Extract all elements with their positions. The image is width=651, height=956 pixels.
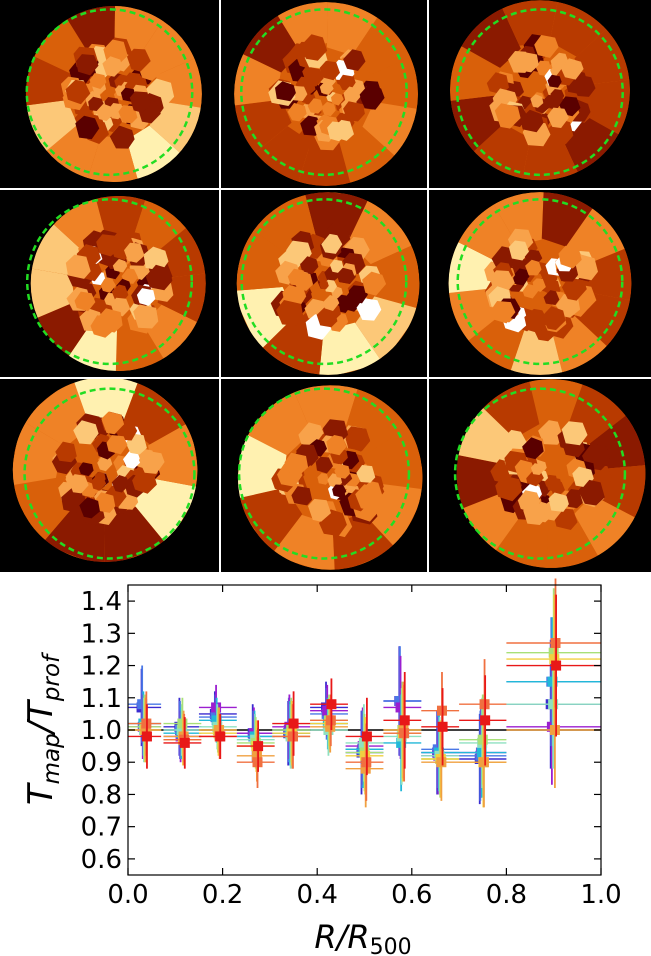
data-point (436, 757, 447, 768)
y-axis-label: Tmap/Tprof (21, 652, 65, 805)
data-point (399, 715, 410, 726)
y-axis-label-sub2: prof (39, 652, 65, 702)
data-point (437, 721, 448, 732)
data-point (253, 741, 264, 752)
x-tick-label: 0.8 (486, 880, 527, 910)
r500-circle (237, 387, 411, 560)
x-tick-label: 0.4 (297, 880, 338, 910)
y-axis-label-sub1: map (39, 733, 65, 784)
data-point (179, 737, 190, 748)
r500-circle (453, 387, 627, 560)
x-axis-label-main: R/R (314, 918, 369, 956)
data-point (141, 731, 152, 742)
y-tick-label: 0.9 (81, 748, 122, 778)
y-tick-label: 0.6 (81, 845, 122, 875)
temperature-map-panel (221, 0, 427, 188)
temperature-map-panel (221, 190, 427, 377)
y-tick-label: 1.4 (81, 587, 122, 617)
x-tick-label: 0.2 (202, 880, 243, 910)
temperature-map-panel (429, 190, 651, 377)
y-axis-label-sep: /T (21, 699, 61, 736)
r500-circle (25, 8, 194, 177)
y-tick-label: 1.1 (81, 684, 122, 714)
r500-circle (240, 8, 408, 177)
data-point (215, 731, 226, 742)
y-tick-label: 1.3 (81, 619, 122, 649)
y-axis-label-main: T (21, 782, 61, 805)
x-tick-label: 1.0 (580, 880, 621, 910)
temperature-map-panel (429, 379, 651, 572)
data-point (549, 725, 560, 735)
temperature-map-panel (429, 0, 651, 188)
temperature-map-panel (0, 379, 219, 572)
data-point (478, 757, 489, 768)
data-point (288, 718, 299, 729)
y-tick-label: 0.7 (81, 813, 122, 843)
y-tick-label: 0.8 (81, 780, 122, 810)
y-tick-label: 1.0 (81, 716, 122, 746)
data-point (480, 715, 491, 726)
x-axis-label: R/R500 (314, 918, 411, 956)
ratio-plot: 0.0 0.2 0.4 0.6 0.8 1.00.60.70.80.91.01.11.21… (21, 578, 622, 956)
temperature-map-panel (0, 0, 219, 188)
r500-circle (23, 387, 196, 560)
axis-ticks: 0.0 0.2 0.4 0.6 0.8 1.00.60.70.80.91.01.11.21… (81, 585, 622, 910)
r500-circle (456, 8, 624, 177)
temperature-map-panel (0, 190, 219, 377)
x-tick-label: 0.6 (391, 880, 432, 910)
data-point (551, 660, 562, 671)
data-point (326, 699, 337, 710)
data-point (361, 731, 372, 742)
temperature-map-panel (221, 379, 427, 572)
data-layer (128, 578, 601, 808)
temperature-map-grid (0, 0, 651, 572)
x-tick-label: 0.0 (107, 880, 148, 910)
data-point (549, 654, 560, 665)
y-tick-label: 1.2 (81, 652, 122, 682)
x-axis-label-sub: 500 (370, 935, 412, 956)
